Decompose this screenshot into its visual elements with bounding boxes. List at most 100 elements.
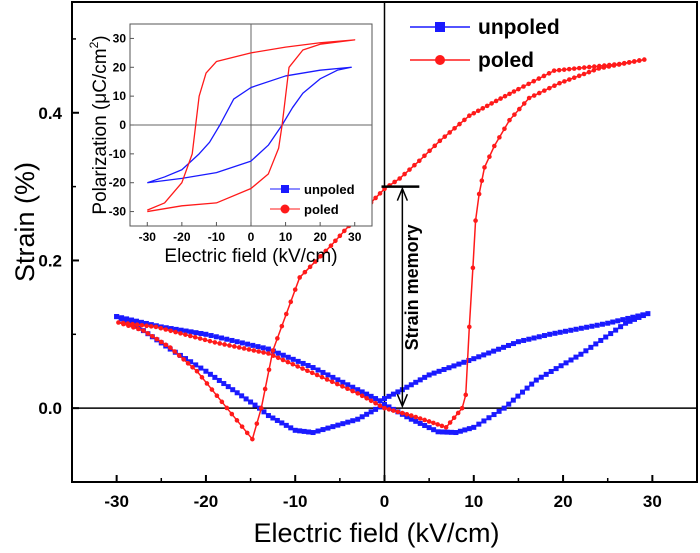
data-point-poled xyxy=(280,357,286,363)
data-point-unpoled xyxy=(216,377,222,383)
data-point-unpoled xyxy=(118,316,124,322)
data-point-poled xyxy=(144,323,149,329)
data-point-unpoled xyxy=(547,331,553,337)
data-point-unpoled xyxy=(620,317,626,323)
data-point-unpoled xyxy=(386,404,392,410)
data-point-poled xyxy=(422,153,427,159)
data-point-unpoled xyxy=(422,374,428,380)
data-point-poled xyxy=(492,143,497,149)
data-point-poled xyxy=(455,410,461,416)
data-point-unpoled xyxy=(359,414,365,420)
data-point-poled xyxy=(192,334,198,340)
data-point-poled xyxy=(480,106,486,111)
data-point-unpoled xyxy=(623,320,629,326)
data-point-unpoled xyxy=(515,393,521,399)
data-point-poled xyxy=(275,336,280,341)
x-tick-label: 20 xyxy=(554,492,573,511)
data-point-poled xyxy=(214,393,220,399)
data-point-poled xyxy=(183,332,188,337)
data-point-poled xyxy=(476,191,482,197)
data-point-poled xyxy=(479,178,485,184)
data-point-poled xyxy=(224,405,230,411)
data-point-unpoled xyxy=(599,321,605,327)
data-point-unpoled xyxy=(471,424,477,430)
data-point-poled xyxy=(246,347,252,352)
data-point-poled xyxy=(158,325,164,331)
data-point-unpoled xyxy=(462,427,468,433)
data-point-unpoled xyxy=(285,354,291,360)
data-point-poled xyxy=(355,391,361,396)
data-point-poled xyxy=(158,339,164,345)
inset-x-tick-label: 0 xyxy=(248,230,255,244)
data-point-unpoled xyxy=(589,323,595,329)
data-point-unpoled xyxy=(315,367,321,373)
data-point-unpoled xyxy=(461,359,467,365)
inset-y-axis-title: Polarization (μC/cm2) xyxy=(87,35,111,214)
data-point-unpoled xyxy=(520,389,526,395)
data-point-poled xyxy=(377,191,383,196)
data-point-poled xyxy=(417,158,422,164)
data-point-unpoled xyxy=(301,428,307,434)
data-point-poled xyxy=(471,110,477,116)
data-point-poled xyxy=(586,69,592,75)
data-point-unpoled xyxy=(627,318,633,324)
inset-legend-marker-circle xyxy=(280,204,290,214)
data-point-poled xyxy=(402,171,407,177)
data-point-poled xyxy=(395,409,401,415)
data-point-poled xyxy=(531,78,537,84)
data-point-unpoled xyxy=(340,379,346,385)
data-point-unpoled xyxy=(476,421,482,427)
data-point-unpoled xyxy=(395,389,401,395)
data-point-poled xyxy=(173,329,178,335)
data-point-unpoled xyxy=(133,318,139,324)
data-point-poled xyxy=(571,66,577,71)
data-point-poled xyxy=(319,374,325,380)
data-point-unpoled xyxy=(640,313,646,319)
data-point-poled xyxy=(163,327,169,332)
data-point-unpoled xyxy=(404,384,410,390)
data-point-poled xyxy=(359,393,365,399)
data-point-unpoled xyxy=(255,344,261,350)
data-point-poled xyxy=(512,112,517,117)
data-point-unpoled xyxy=(471,356,477,362)
data-point-unpoled xyxy=(212,374,218,380)
data-point-unpoled xyxy=(355,416,361,422)
data-point-poled xyxy=(364,396,369,401)
data-point-poled xyxy=(463,392,469,398)
data-point-poled xyxy=(275,355,281,361)
data-point-unpoled xyxy=(359,389,365,395)
data-point-unpoled xyxy=(481,418,487,424)
data-point-unpoled xyxy=(615,318,621,324)
data-point-poled xyxy=(511,89,517,94)
data-point-unpoled xyxy=(203,331,209,337)
data-point-unpoled xyxy=(435,429,441,435)
series-poled xyxy=(116,57,647,442)
data-point-poled xyxy=(517,106,522,112)
data-point-poled xyxy=(617,61,622,67)
inset-y-tick-label: 20 xyxy=(113,60,127,74)
x-axis-title: Electric field (kV/cm) xyxy=(253,518,499,548)
data-point-poled xyxy=(442,134,448,139)
inset-y-tick-label: -10 xyxy=(109,147,127,161)
data-point-poled xyxy=(386,407,392,412)
data-point-poled xyxy=(622,60,627,66)
data-point-poled xyxy=(190,364,195,370)
inset-y-tick-label: 10 xyxy=(113,89,127,103)
data-point-poled xyxy=(234,418,240,423)
data-point-unpoled xyxy=(584,324,590,330)
data-point-unpoled xyxy=(325,425,331,431)
data-point-unpoled xyxy=(404,414,410,420)
data-point-poled xyxy=(556,67,562,73)
data-point-unpoled xyxy=(198,330,204,336)
data-point-unpoled xyxy=(521,337,527,343)
data-point-poled xyxy=(596,63,602,69)
data-point-poled xyxy=(452,125,457,131)
data-point-poled xyxy=(199,375,205,380)
data-point-unpoled xyxy=(526,336,532,342)
data-point-poled xyxy=(521,84,526,89)
data-point-unpoled xyxy=(305,362,311,368)
data-point-poled xyxy=(300,366,305,371)
data-point-unpoled xyxy=(382,396,387,402)
data-point-unpoled xyxy=(382,401,387,407)
data-point-poled xyxy=(292,287,298,292)
